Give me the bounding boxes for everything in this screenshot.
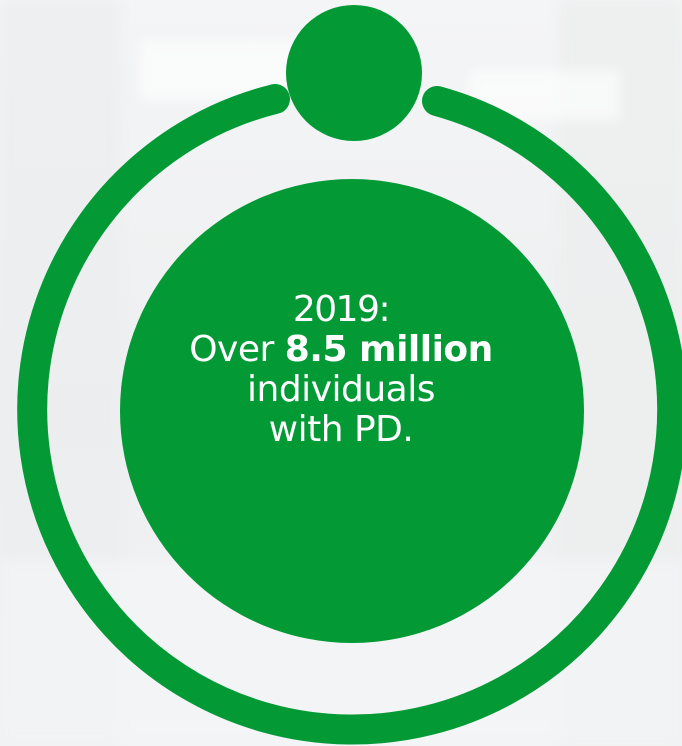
outer-ring-arc [17,84,682,745]
head-circle [286,5,422,141]
statistic-text: 2019: Over 8.5 million individuals with … [141,290,541,450]
year-label: 2019: [292,289,391,330]
body-circle [120,179,584,643]
statistic-prefix: Over [189,329,274,370]
statistic-condition: with PD. [268,409,414,450]
statistic-value: 8.5 million [284,329,494,370]
statistic-subject: individuals [247,369,435,410]
statistic-line: Over 8.5 million [141,330,541,370]
